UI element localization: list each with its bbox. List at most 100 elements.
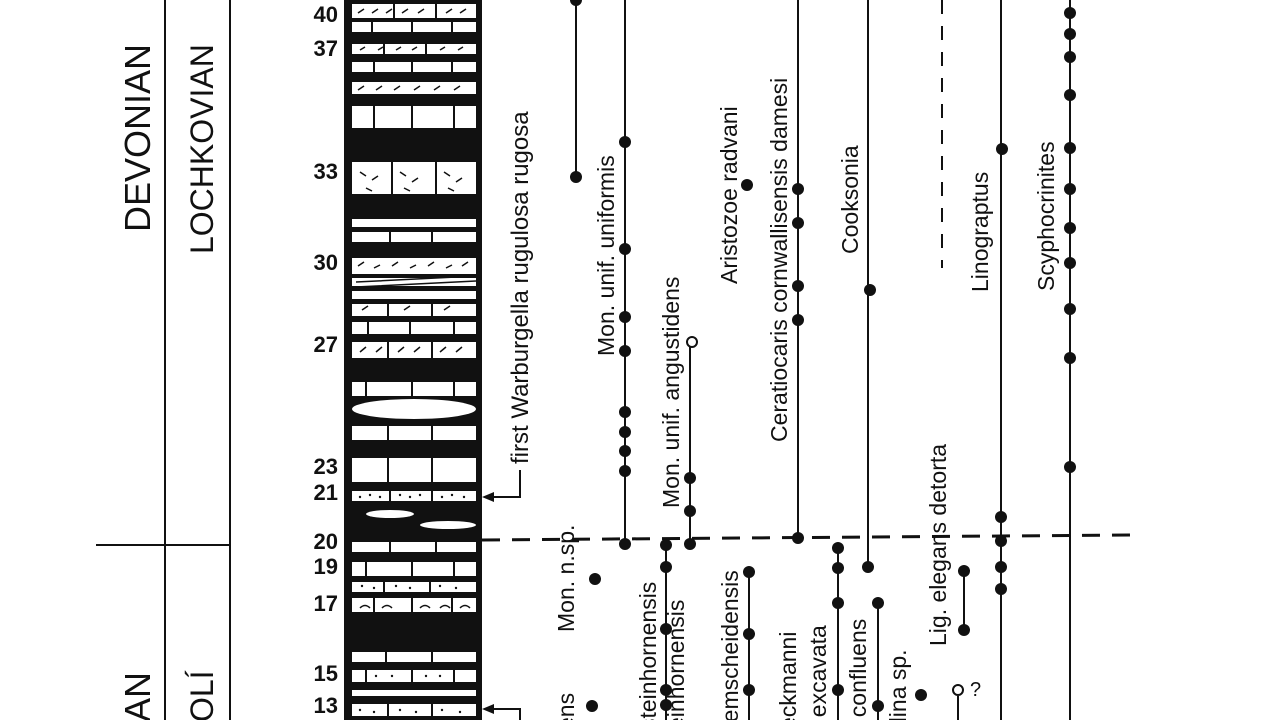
occurrence-point [958, 624, 970, 636]
lithology-column [344, 0, 482, 720]
taxon-label: Scyphocrinites [1033, 141, 1059, 291]
open-occurrence-point [952, 684, 964, 696]
bed-number: 37 [314, 36, 338, 61]
occurrence-point [995, 561, 1007, 573]
sandstone-dots [358, 493, 466, 714]
occurrence-point [872, 597, 884, 609]
occurrence-point [741, 179, 753, 191]
stage-label-pridoli: OLÍ [184, 670, 220, 720]
period-label-devonian: DEVONIAN [117, 44, 158, 232]
open-occurrence-points [686, 336, 964, 696]
occurrence-point [864, 284, 876, 296]
occurrence-point [586, 700, 598, 712]
occurrence-point [792, 280, 804, 292]
taxon-label: Aristozoe radvani [716, 106, 742, 284]
bed-number: 23 [314, 454, 338, 479]
occurrence-point [1064, 352, 1076, 364]
bed-number: 30 [314, 250, 338, 275]
occurrence-point [619, 445, 631, 457]
marker-label-first-warburgella: first Warburgella rugulosa rugosa [507, 111, 534, 464]
occurrence-point [619, 345, 631, 357]
bed-numbers: 40 37 33 30 27 23 21 20 19 17 15 13 [314, 2, 338, 718]
occurrence-point [792, 314, 804, 326]
bed-number: 15 [314, 661, 338, 686]
taxon-labels: Mon. unif. uniformis Mon. unif. angustid… [553, 78, 1059, 720]
occurrence-point [684, 472, 696, 484]
stage-label-lochkovian: LOCHKOVIAN [184, 44, 220, 254]
occurrence-point [619, 465, 631, 477]
limestone-beds [352, 4, 476, 716]
taxon-label: Mon. unif. angustidens [658, 277, 684, 508]
occurrence-point [792, 183, 804, 195]
taxon-label: dina sp. [885, 649, 911, 720]
occurrence-point [743, 566, 755, 578]
occurrence-point [862, 561, 874, 573]
occurrence-point [872, 700, 884, 712]
uncertain-mark: ? [970, 679, 981, 701]
bed-joints [365, 4, 455, 716]
period-label-silurian: AN [117, 672, 158, 720]
occurrence-point [1064, 89, 1076, 101]
occurrence-point [660, 561, 672, 573]
occurrence-point [660, 684, 672, 696]
marker-arrows [482, 470, 521, 720]
occurrence-point [832, 597, 844, 609]
occurrence-point [660, 623, 672, 635]
occurrence-point [589, 573, 601, 585]
taxon-label: Linograptus [967, 172, 993, 292]
occurrence-point [995, 583, 1007, 595]
bed-number: 40 [314, 2, 338, 27]
chronostratigraphy-columns: DEVONIAN LOCHKOVIAN AN OLÍ [96, 0, 231, 720]
taxon-label: einhornensis [663, 600, 689, 720]
occurrence-point [619, 136, 631, 148]
occurrence-point [619, 426, 631, 438]
taxon-label: remscheidensis [717, 570, 743, 720]
taxon-label: Mon. unif. uniformis [593, 155, 619, 356]
bed-number: 17 [314, 591, 338, 616]
occurrence-point [915, 689, 927, 701]
occurrence-point [684, 538, 696, 550]
occurrence-point [619, 311, 631, 323]
occurrence-point [570, 0, 582, 6]
occurrence-point [995, 535, 1007, 547]
bed-number: 27 [314, 332, 338, 357]
occurrence-point [1064, 303, 1076, 315]
occurrence-point [1064, 222, 1076, 234]
shale-hatching [355, 8, 477, 609]
bed-number: 20 [314, 529, 338, 554]
occurrence-point [743, 628, 755, 640]
open-occurrence-point [686, 336, 698, 348]
occurrence-point [996, 143, 1008, 155]
taxon-label: steinhornensis [635, 582, 661, 720]
bed-number: 33 [314, 159, 338, 184]
occurrence-point [832, 562, 844, 574]
occurrence-point [660, 699, 672, 711]
occurrence-point [832, 542, 844, 554]
taxon-label: . excavata [805, 625, 831, 720]
occurrence-point [570, 171, 582, 183]
bed-number: 21 [314, 480, 338, 505]
occurrence-point [1064, 183, 1076, 195]
occurrence-point [619, 243, 631, 255]
occurrence-point [958, 565, 970, 577]
occurrence-point [832, 684, 844, 696]
occurrence-point [995, 511, 1007, 523]
taxon-label: eckmanni [775, 632, 801, 720]
arrow-head [482, 492, 494, 502]
taxon-label: Ceratiocaris cornwallisensis damesi [766, 78, 792, 442]
occurrence-point [1064, 28, 1076, 40]
taxon-label: Cooksonia [837, 145, 863, 254]
bed-number: 13 [314, 693, 338, 718]
occurrence-points [570, 0, 1076, 712]
arrow-head [482, 704, 494, 714]
occurrence-point [619, 538, 631, 550]
occurrence-point [619, 406, 631, 418]
taxon-label: . confluens [845, 619, 871, 720]
occurrence-point [792, 532, 804, 544]
taxon-label: ens [553, 693, 579, 720]
occurrence-point [743, 684, 755, 696]
boundary-dashed-line [481, 533, 1131, 542]
occurrence-point [1064, 51, 1076, 63]
taxon-label: Mon. n.sp. [553, 525, 579, 632]
